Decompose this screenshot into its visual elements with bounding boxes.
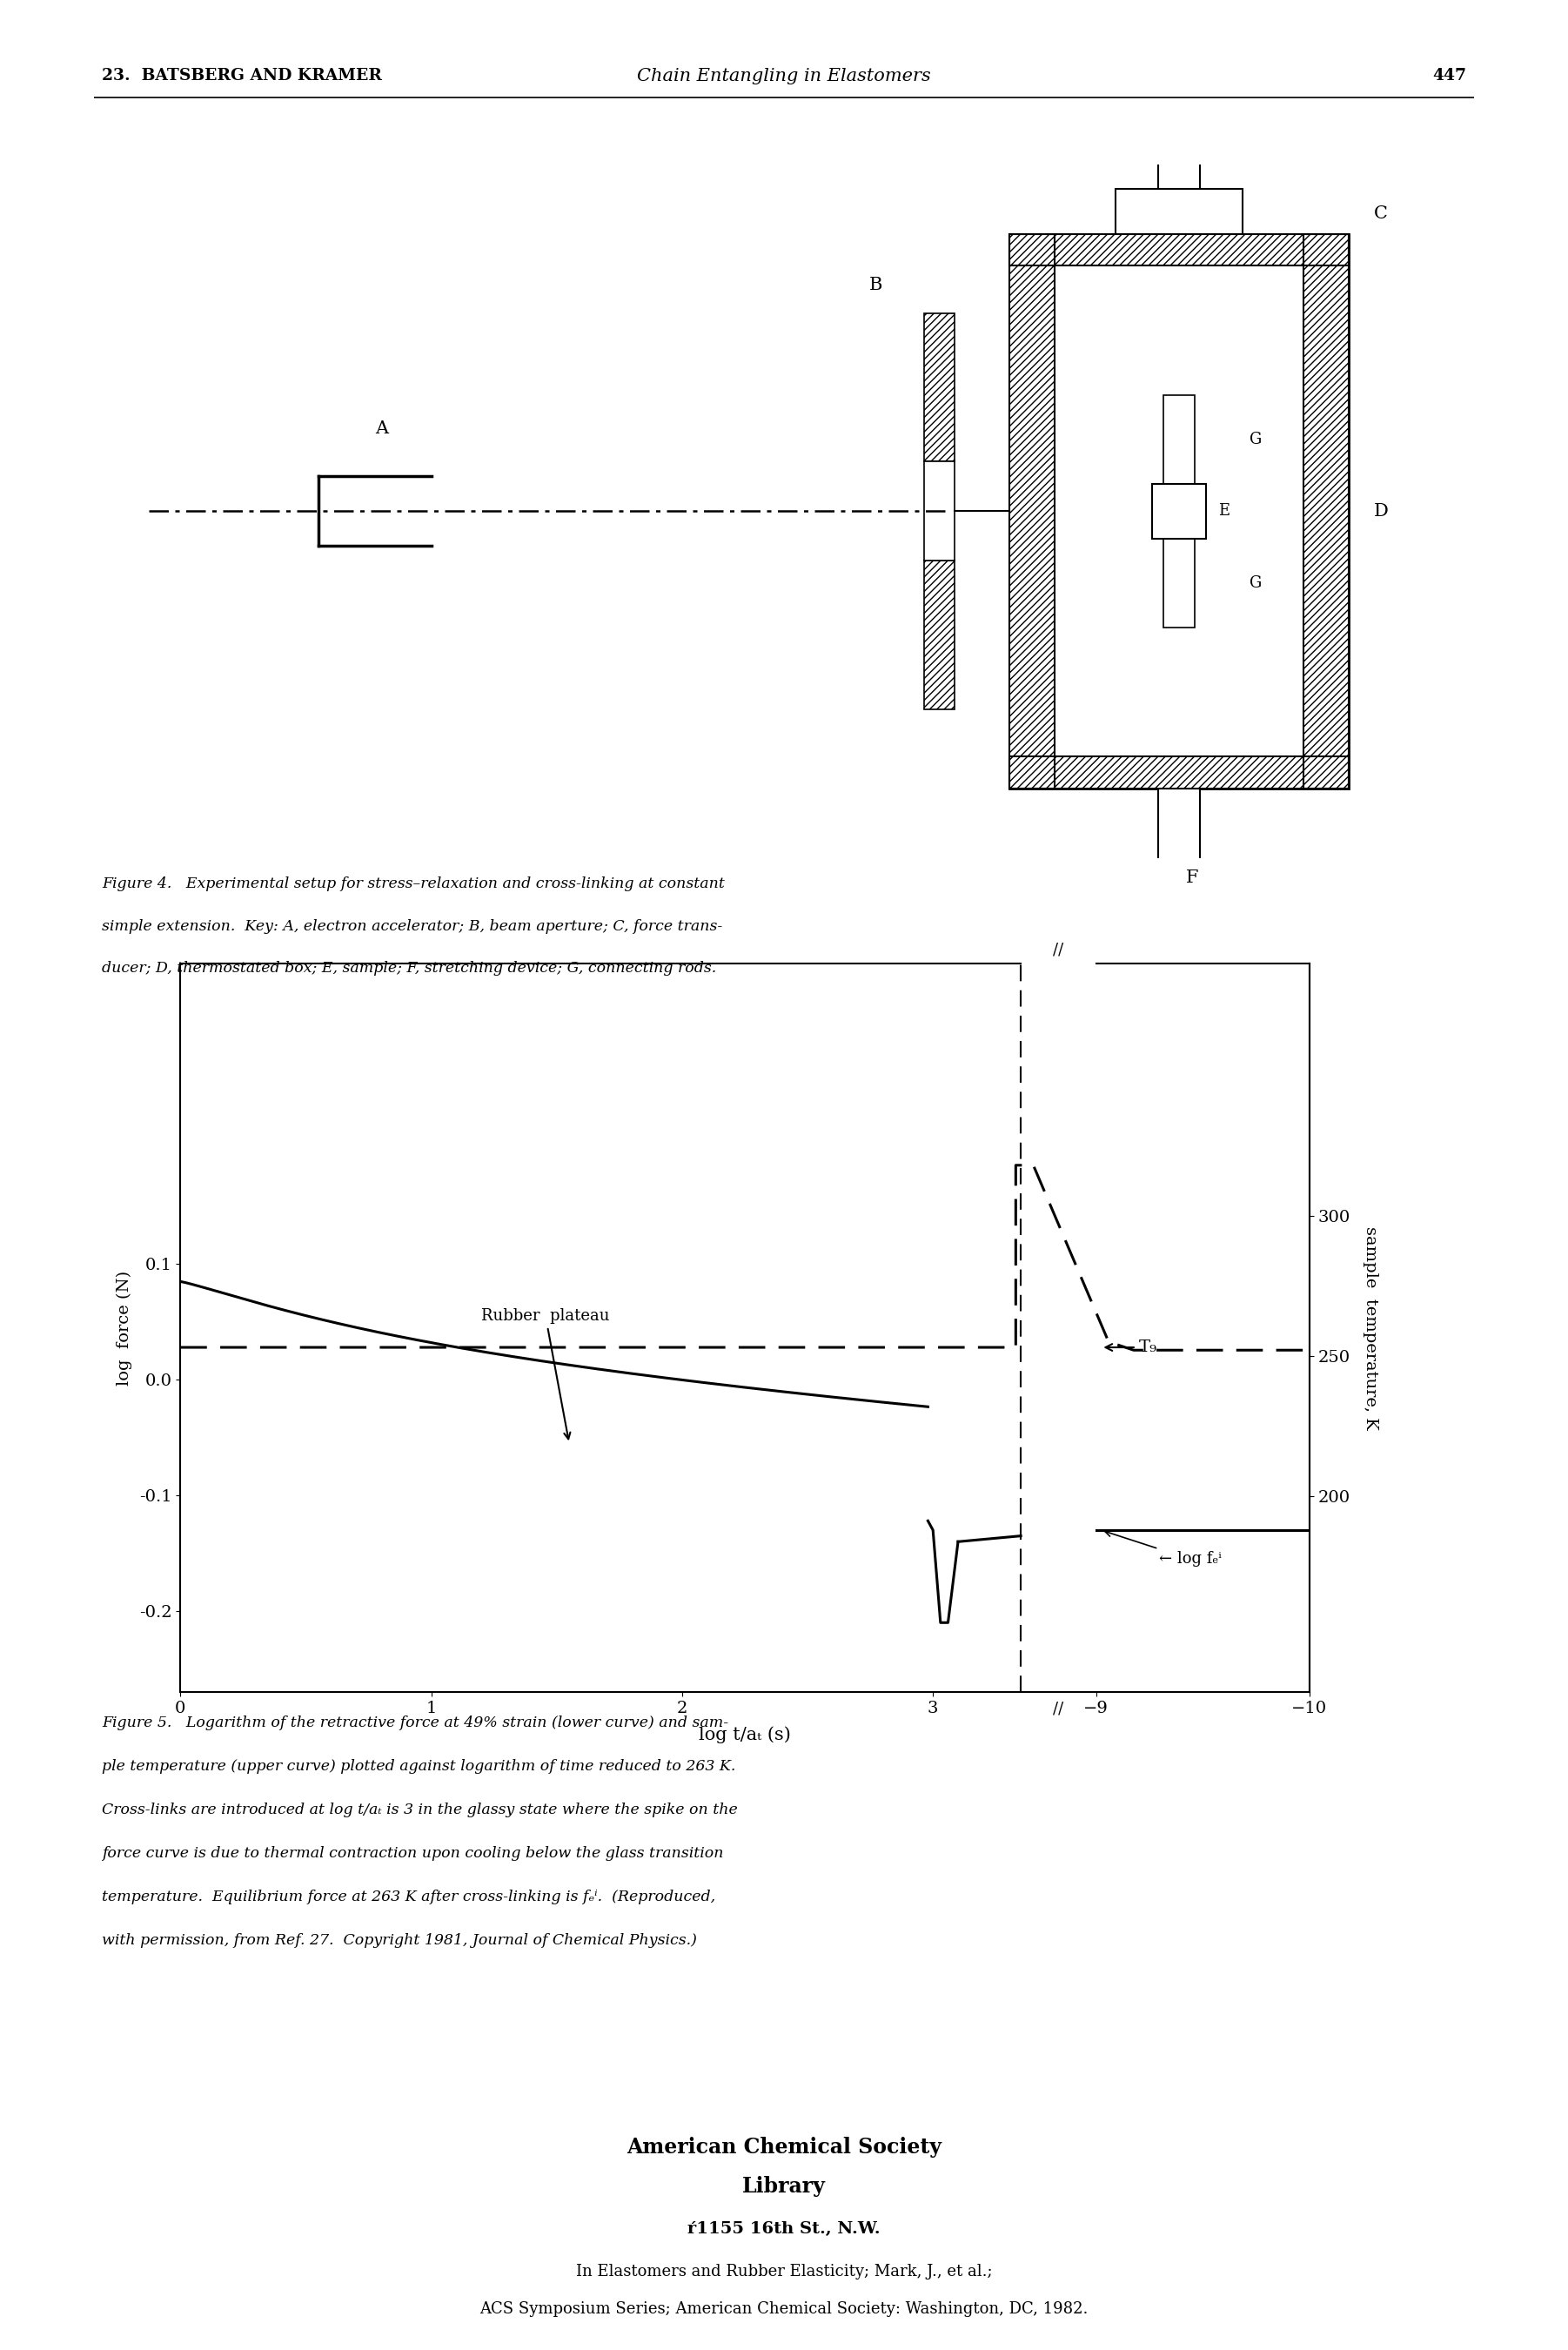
Text: //: // [1054,1701,1063,1718]
Text: C: C [1374,207,1388,223]
Text: 23.  BATSBERG AND KRAMER: 23. BATSBERG AND KRAMER [102,68,383,85]
Text: //: // [1054,942,1063,959]
Text: temperature.  Equilibrium force at 263 K after cross-linking is fₑⁱ.  (Reproduce: temperature. Equilibrium force at 263 K … [102,1889,715,1904]
Bar [1163,395,1195,484]
Bar [1010,235,1348,266]
Y-axis label: log  force (N): log force (N) [116,1271,132,1384]
Bar [1010,235,1348,266]
Bar [924,313,955,461]
Bar [1303,235,1348,790]
Text: F: F [1187,870,1200,886]
Text: Cross-links are introduced at log t/aₜ is 3 in the glassy state where the spike : Cross-links are introduced at log t/aₜ i… [102,1802,739,1817]
Bar [1163,538,1195,627]
Bar [1157,790,1201,867]
Text: ACS Symposium Series; American Chemical Society: Washington, DC, 1982.: ACS Symposium Series; American Chemical … [480,2301,1088,2317]
Bar [924,461,955,562]
Text: A: A [375,421,389,437]
Bar [1148,867,1210,893]
Text: B: B [869,277,883,294]
Bar [1010,757,1348,790]
Text: E: E [1218,503,1229,519]
Bar [1010,235,1055,790]
Text: T₉: T₉ [1105,1339,1157,1356]
Bar [1152,484,1206,538]
Text: D: D [1374,503,1389,519]
Bar [1157,134,1201,190]
Text: ducer; D, thermostated box; E, sample; F, stretching device; G, connecting rods.: ducer; D, thermostated box; E, sample; F… [102,961,717,975]
Text: G: G [1250,432,1262,446]
Text: In Elastomers and Rubber Elasticity; Mark, J., et al.;: In Elastomers and Rubber Elasticity; Mar… [575,2263,993,2280]
Text: G: G [1250,576,1262,590]
Text: American Chemical Society: American Chemical Society [627,2136,941,2157]
Text: Figure 4.   Experimental setup for stress–relaxation and cross-linking at consta: Figure 4. Experimental setup for stress–… [102,877,724,891]
Text: with permission, from Ref. 27.  Copyright 1981, Journal of Chemical Physics.): with permission, from Ref. 27. Copyright… [102,1932,698,1948]
Bar [1154,113,1204,134]
Text: ŕ1155 16th St., N.W.: ŕ1155 16th St., N.W. [688,2221,880,2237]
Text: ← log fₑⁱ: ← log fₑⁱ [1105,1530,1221,1567]
Y-axis label: sample  temperature, K: sample temperature, K [1363,1227,1378,1429]
Bar [924,562,955,710]
X-axis label: log t/aₜ (s): log t/aₜ (s) [699,1725,790,1744]
Text: Rubber  plateau: Rubber plateau [481,1309,610,1438]
Bar [1010,757,1348,790]
Text: Chain Entangling in Elastomers: Chain Entangling in Elastomers [637,68,931,85]
Text: Library: Library [742,2176,826,2197]
Text: force curve is due to thermal contraction upon cooling below the glass transitio: force curve is due to thermal contractio… [102,1847,724,1861]
Text: ple temperature (upper curve) plotted against logarithm of time reduced to 263 K: ple temperature (upper curve) plotted ag… [102,1758,735,1774]
Text: simple extension.  Key: A, electron accelerator; B, beam aperture; C, force tran: simple extension. Key: A, electron accel… [102,919,723,933]
Text: 447: 447 [1432,68,1466,85]
Bar [1116,190,1242,235]
Text: Figure 5.   Logarithm of the retractive force at 49% strain (lower curve) and sa: Figure 5. Logarithm of the retractive fo… [102,1716,729,1730]
Bar [1010,235,1055,790]
Bar [1303,235,1348,790]
Bar [1010,235,1348,790]
